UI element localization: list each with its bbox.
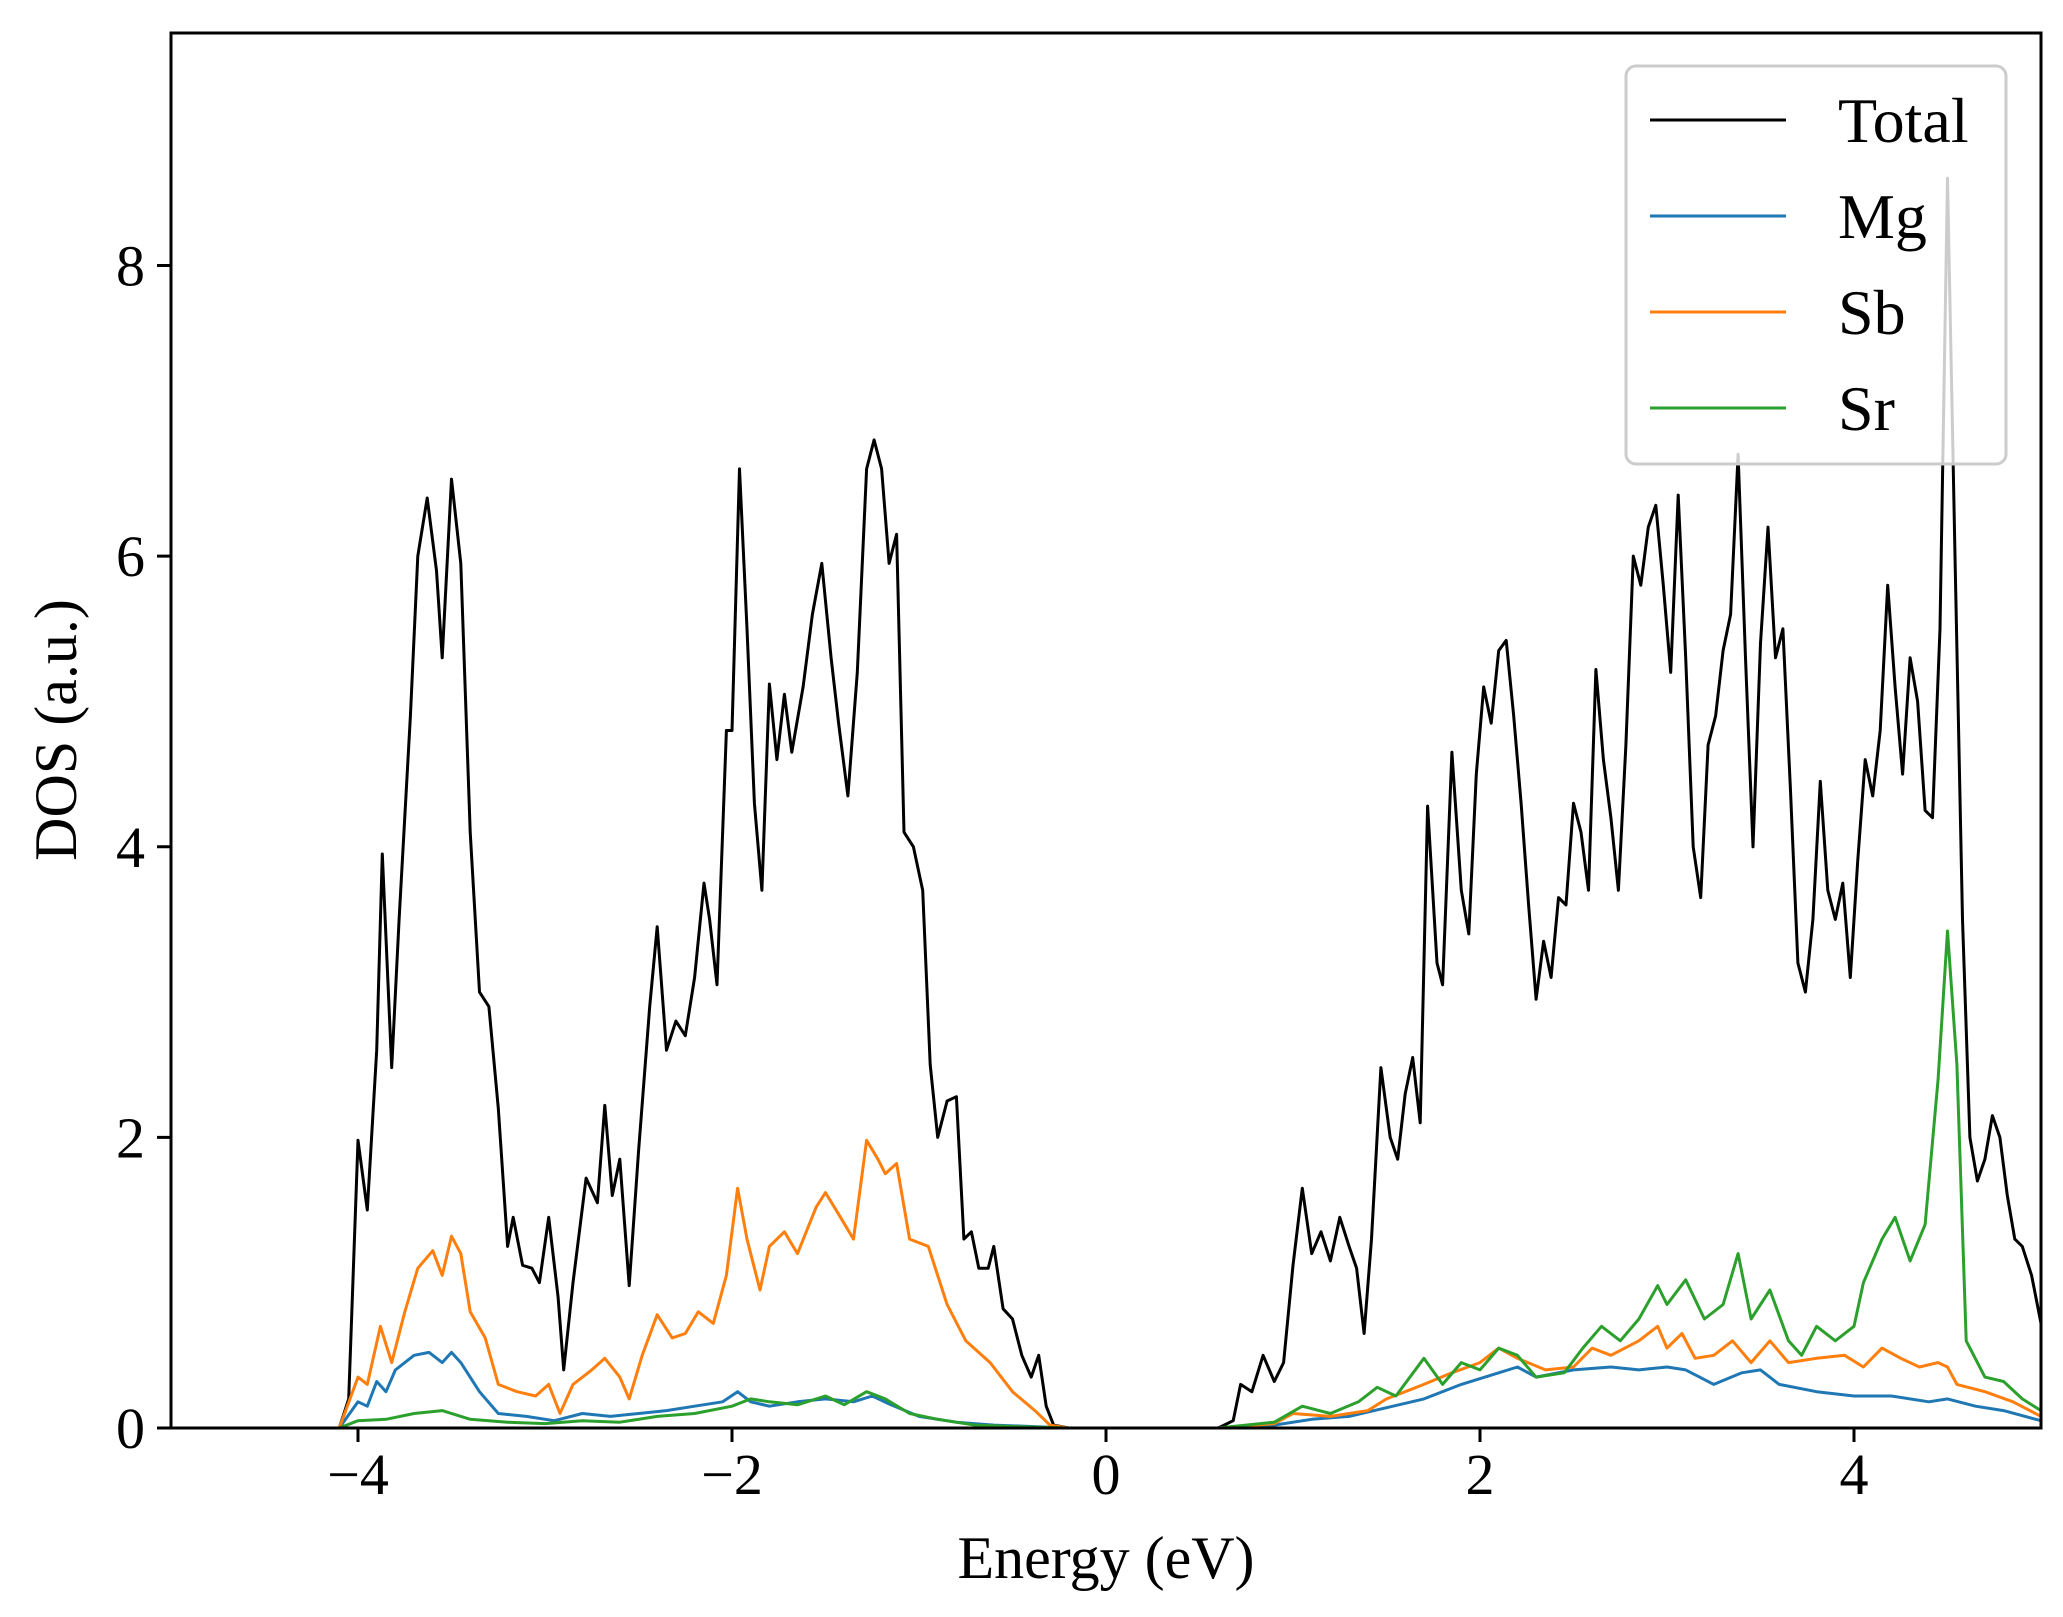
y-ticks: 0 2 4 6 8 — [116, 234, 171, 1461]
y-tick-label: 6 — [116, 524, 145, 589]
series-line-sb — [169, 1138, 2043, 1430]
y-tick-label: 2 — [116, 1105, 145, 1170]
legend: Total Mg Sb Sr — [1624, 64, 2008, 466]
x-tick-label: −4 — [327, 1442, 389, 1507]
x-ticks: −4 −2 0 2 4 — [327, 1428, 1869, 1507]
plot-series — [169, 176, 2043, 1430]
y-tick-label: 0 — [116, 1396, 145, 1461]
x-tick-label: 4 — [1840, 1442, 1869, 1507]
series-line-total — [169, 176, 2043, 1430]
legend-label-total: Total — [1838, 85, 1969, 156]
x-axis-label: Energy (eV) — [957, 1525, 1254, 1591]
y-axis-label: DOS (a.u.) — [23, 599, 89, 861]
x-tick-label: −2 — [701, 1442, 763, 1507]
y-tick-label: 4 — [116, 815, 145, 880]
plot-frame — [169, 31, 2043, 1430]
legend-label-sr: Sr — [1838, 373, 1895, 444]
x-tick-label: 0 — [1092, 1442, 1121, 1507]
legend-label-sb: Sb — [1838, 277, 1906, 348]
legend-label-mg: Mg — [1838, 181, 1927, 252]
x-tick-label: 2 — [1466, 1442, 1495, 1507]
legend-box — [1624, 64, 2008, 466]
series-line-sr — [169, 929, 2043, 1430]
y-tick-label: 8 — [116, 234, 145, 299]
